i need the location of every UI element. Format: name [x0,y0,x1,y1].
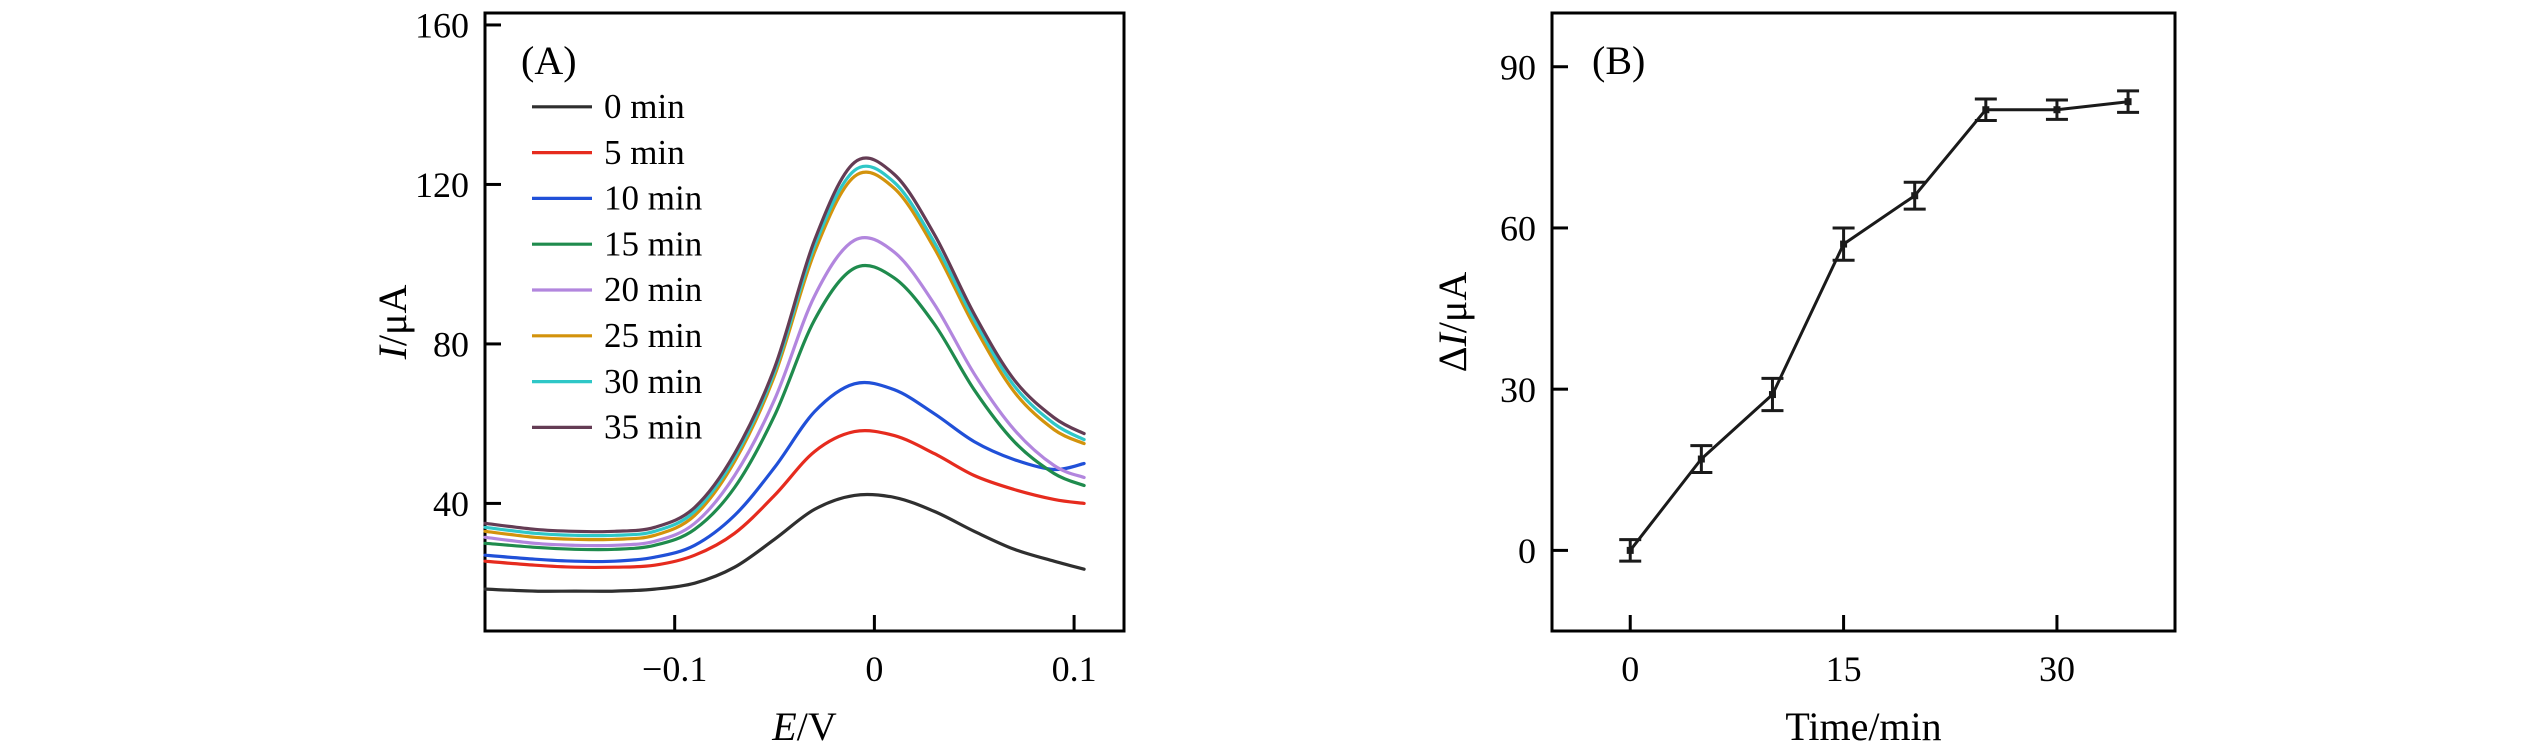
data-point [1840,240,1848,248]
y-tick-label: 0 [1518,531,1536,571]
y-tick-label: 90 [1500,47,1536,87]
axes-frame [483,11,1126,633]
x-tick-label: 15 [1826,649,1862,689]
y-axis-label: I/μA [370,285,415,361]
y-tick-label: 60 [1500,209,1536,249]
x-tick-label: 0.1 [1052,649,1097,689]
x-tick-label: −0.1 [642,649,707,689]
data-point [2053,106,2061,114]
series-line-10-min [483,380,1086,564]
x-tick-label: 30 [2039,649,2075,689]
data-point [1626,546,1634,554]
y-tick-label: 40 [433,484,469,524]
legend-label: 25 min [604,316,702,355]
legend-label: 10 min [604,179,702,218]
axes-frame [1550,11,2177,633]
data-point [1697,455,1705,463]
data-point [2124,98,2132,106]
x-axis-label: E/V [771,704,837,749]
chart-B: 0 15 30 0 30 60 90 Time/min ΔI/μA (B) [1430,11,2177,749]
legend-label: 15 min [604,224,702,263]
y-tick-label: 80 [433,325,469,365]
series-line-ΔI [1628,100,2130,552]
x-axis-label: Time/min [1785,704,1941,749]
series-line-15-min [483,263,1086,552]
data-point [1911,192,1919,200]
series-line-0-min [483,492,1086,593]
series-line-20-min [483,235,1086,548]
x-tick-label: 0 [865,649,883,689]
data-point [1768,391,1776,399]
y-tick-label: 30 [1500,370,1536,410]
panel-label: (A) [521,38,577,83]
series-line-35-min [483,156,1086,534]
panel-B: 0 15 30 0 30 60 90 Time/min ΔI/μA (B) [1300,0,2535,756]
legend-label: 5 min [604,133,685,172]
legend-label: 30 min [604,362,702,401]
legend-label: 20 min [604,270,702,309]
chart-A: −0.1 0 0.1 40 80 120 160 E/V I/μA (A) 0 min 5 min 10… [370,6,1126,749]
y-tick-label: 160 [415,6,469,46]
legend-label: 35 min [604,408,702,447]
data-point [1982,106,1990,114]
panel-label: (B) [1592,38,1645,83]
panel-A: −0.1 0 0.1 40 80 120 160 E/V I/μA (A) 0 min 5 min 10… [370,6,1126,749]
y-tick-label: 120 [415,165,469,205]
series-line-5-min [483,429,1086,570]
y-axis-label: ΔI/μA [1430,272,1475,373]
legend-label: 0 min [604,87,685,126]
x-tick-label: 0 [1621,649,1639,689]
